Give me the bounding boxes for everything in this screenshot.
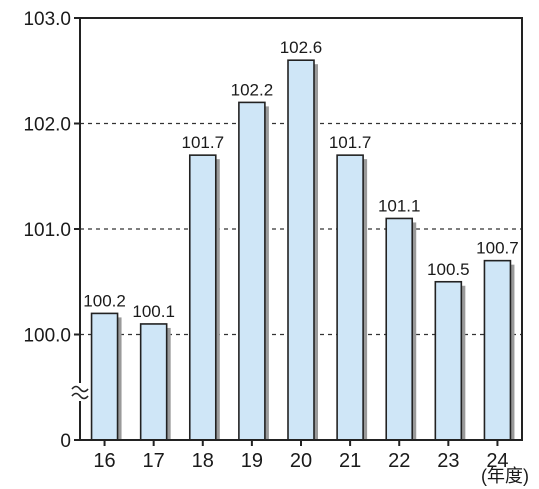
bar: [287, 59, 315, 441]
data-label: 102.2: [231, 80, 274, 99]
x-tick-label: 19: [241, 450, 263, 472]
data-label: 101.7: [329, 133, 372, 152]
y-tick-label: 101.0: [23, 220, 71, 241]
data-label: 102.6: [280, 38, 323, 57]
bar: [336, 154, 364, 441]
axis-break-icon: [71, 392, 89, 400]
bar: [483, 259, 512, 441]
data-label: 100.2: [83, 291, 126, 310]
x-tick-label: 22: [388, 450, 410, 472]
plot-frame: [79, 17, 523, 441]
x-axis-ticks: 16 17 18 19 20 21 22 23 24: [93, 440, 509, 472]
x-tick-label: 18: [192, 450, 214, 472]
axis-break-mask: [73, 383, 87, 401]
data-label: 100.7: [476, 239, 519, 258]
x-tick-label: 24: [486, 450, 508, 472]
bar: [188, 154, 217, 441]
x-tick-label: 23: [437, 450, 459, 472]
data-label: 100.1: [132, 302, 175, 321]
axis-break-icon: [71, 385, 89, 393]
x-tick-label: 17: [143, 450, 165, 472]
y-tick-label: 103.0: [23, 9, 71, 30]
x-tick-label: 16: [93, 450, 115, 472]
bar: [385, 217, 414, 441]
data-label: 101.7: [182, 133, 225, 152]
bars: [90, 59, 515, 441]
axes: [71, 17, 523, 441]
y-tick-label: 100.0: [23, 326, 71, 347]
data-label: 101.1: [378, 196, 421, 215]
bar: [238, 101, 266, 441]
y-tick-label: 0: [60, 431, 71, 452]
y-tick-label: 102.0: [23, 115, 71, 136]
bar: [139, 323, 168, 441]
data-labels: 100.2 100.1 101.7 102.2 102.6 101.7 101.1 100.5…: [83, 38, 518, 321]
x-tick-label: 20: [290, 450, 312, 472]
bar: [90, 312, 119, 441]
bar: [434, 280, 463, 441]
y-axis-ticks: 103.0 102.0 101.0 100.0 0: [23, 9, 80, 452]
x-tick-label: 21: [339, 450, 361, 472]
x-unit-label: (年度): [481, 466, 529, 486]
data-label: 100.5: [427, 260, 470, 279]
